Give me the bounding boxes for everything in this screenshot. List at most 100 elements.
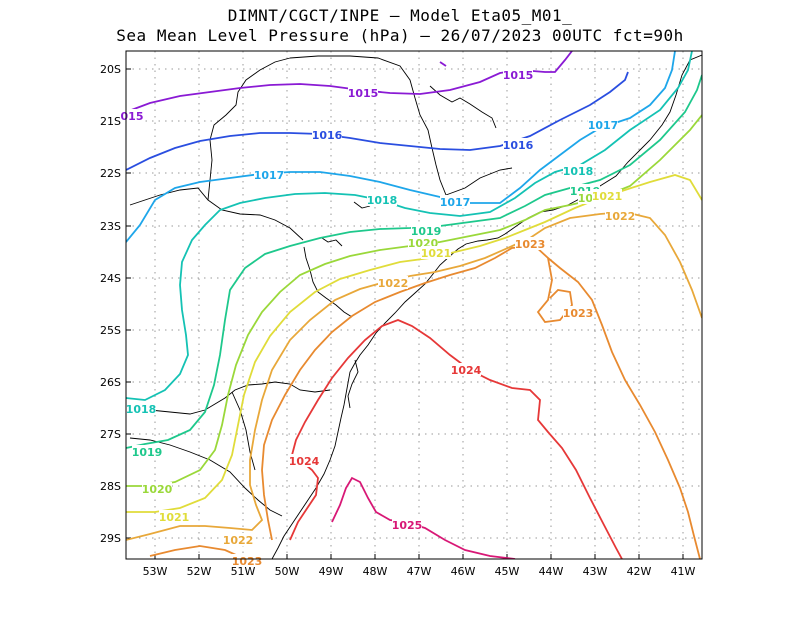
lon-label: 44W [539,565,564,578]
isobar-1016 [126,71,629,171]
lon-label: 51W [231,565,256,578]
lat-label: 23S [100,220,121,233]
contour-label-1017: 1017 [254,169,285,182]
contour-label-1020: 1020 [142,483,173,496]
contour-label-1016: 1016 [312,129,343,142]
state-border [289,55,447,196]
contour-label-1018: 1018 [563,165,594,178]
lon-label: 41W [671,565,696,578]
map-title: DIMNT/CGCT/INPE – Model Eta05_M01_ [227,6,573,25]
contour-label-bg [392,518,422,531]
reservoir-outline [321,237,343,247]
contour-label-bg [254,168,284,181]
coastline [129,54,702,559]
contour-label-bg [503,138,533,151]
isobar-1017 [126,51,676,243]
contour-label-1021: 1021 [159,511,190,524]
lat-label: 21S [100,115,121,128]
contour-label-1018: 1018 [126,403,157,416]
contour-label-1021: 1021 [592,190,623,203]
contour-label-bg [289,454,319,467]
lon-label: 42W [627,565,652,578]
lon-label: 53W [143,565,168,578]
plot-frame [125,50,703,560]
contour-label-bg [312,128,342,141]
contour-label-1022: 1022 [605,210,636,223]
contour-label-bg [126,402,156,415]
lat-label: 20S [100,63,121,76]
river-outline [429,85,497,129]
contour-label-bg [440,195,470,208]
lon-label: 52W [187,565,212,578]
contour-label-bg [592,189,622,202]
contour-label-1019: 1019 [411,225,442,238]
lon-label: 43W [583,565,608,578]
contour-label-1017: 1017 [440,196,471,209]
state-border [303,246,353,318]
state-border [445,167,513,196]
contour-label-bg [451,363,481,376]
contour-label-bg [367,193,397,206]
isobar-1020 [126,114,702,487]
state-border [129,187,304,241]
contour-label-bg [503,68,533,81]
contour-label-1015: 1015 [348,87,379,100]
isobar-1015b [439,61,447,67]
isobar-1023b [261,245,701,559]
contour-label-bg [408,236,438,249]
contour-label-bg [605,209,635,222]
lat-label: 22S [100,167,121,180]
lat-label: 29S [100,532,121,545]
lon-label: 49W [319,565,344,578]
contour-label-1025: 1025 [392,519,423,532]
contour-label-bg [159,510,189,523]
reservoir-outline [353,201,371,209]
state-border [207,57,291,201]
contour-label-1023: 1023 [515,238,546,251]
contour-label-bg [563,164,593,177]
contour-label-bg [588,118,618,131]
lat-label: 28S [100,480,121,493]
lat-lon-grid [126,51,702,559]
isobar-1018 [126,51,693,401]
atlantic-coastline [271,54,702,559]
contour-label-bg [563,306,593,319]
contour-label-bg [232,554,262,567]
contour-label-bg [223,533,253,546]
lat-label: 27S [100,428,121,441]
contour-label-1017: 1017 [588,119,619,132]
contour-label-1015: 015 [121,110,144,123]
contour-label-bg [421,246,451,259]
map-subtitle: Sea Mean Level Pressure (hPa) – 26/07/20… [116,26,684,45]
contour-label-bg [515,237,545,250]
isobar-1025 [331,476,516,559]
isobar-1019 [126,74,702,449]
lon-label: 46W [451,565,476,578]
country-border [129,381,331,415]
contour-label-1016: 1016 [503,139,534,152]
isobar-1024 [289,319,623,559]
country-border [231,391,256,471]
lon-label: 45W [495,565,520,578]
lat-label: 26S [100,376,121,389]
contour-label-bg [348,86,378,99]
lat-label: 25S [100,324,121,337]
contour-label-bg [142,482,172,495]
contour-label-bg [411,224,441,237]
contour-label-bg [132,445,162,458]
lon-label: 48W [363,565,388,578]
contour-label-1023: 1023 [563,307,594,320]
contour-label-1019: 1019 [132,446,163,459]
contour-label-1022: 1022 [223,534,254,547]
contour-label-1022: 1022 [378,277,409,290]
isobar-1015 [126,51,573,113]
contour-label-1015: 1015 [503,69,534,82]
lon-label: 50W [275,565,300,578]
lat-label: 24S [100,272,121,285]
country-border [129,437,283,517]
isobar-1023 [149,545,246,559]
contour-label-1023: 1023 [232,555,263,568]
axis-labels: 20S 21S 22S 23S 24S 25S 26S 27S 28S 29S 53W 52W 51W 5… [100,63,696,578]
contour-label-bg [378,276,408,289]
